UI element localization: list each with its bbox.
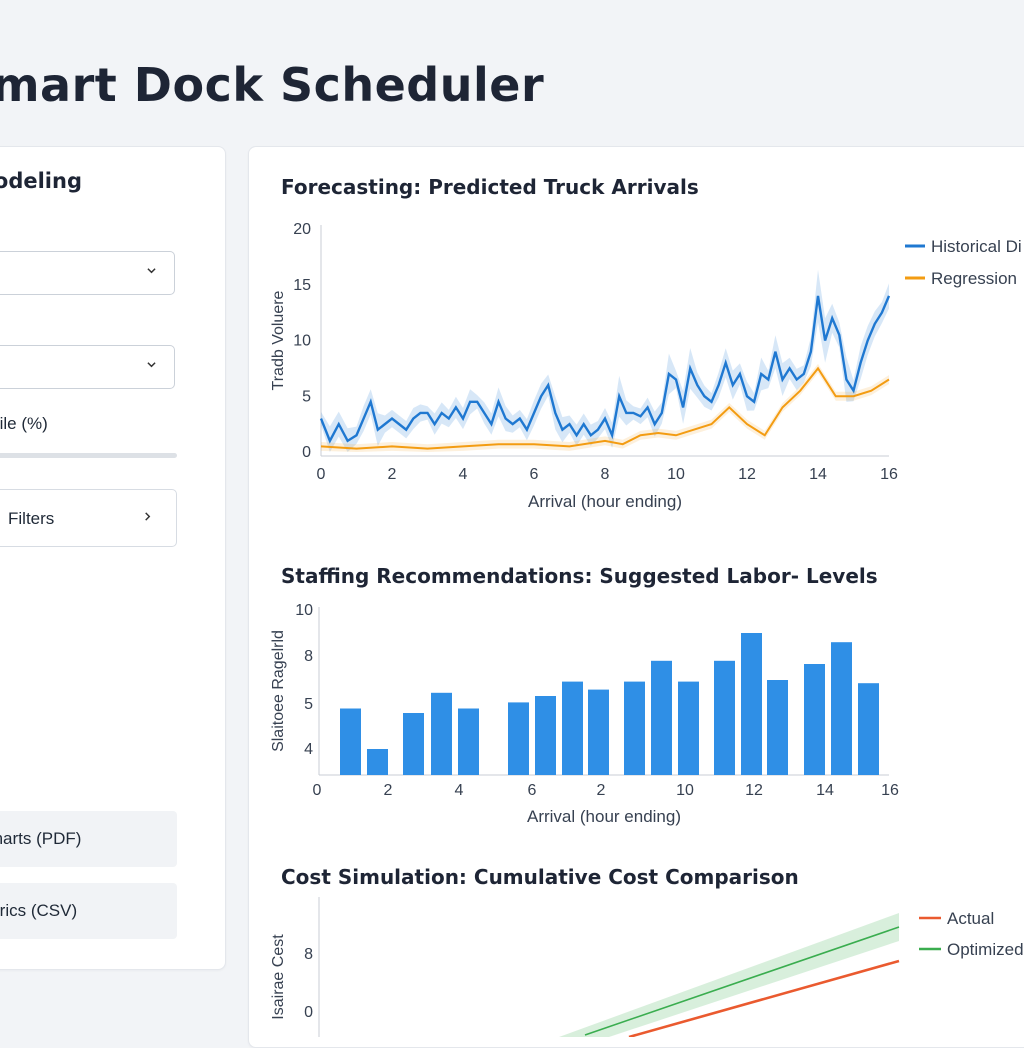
x-tick-label: 2 (388, 466, 397, 483)
staffing-bar (741, 633, 762, 775)
chevron-down-icon (147, 362, 156, 368)
staffing-bar (367, 749, 388, 775)
staffing-bar (831, 642, 852, 775)
x-axis-label: Arrival (hour ending) (528, 492, 682, 511)
x-axis-label: Arrival (hour ending) (527, 807, 681, 826)
y-tick-label: 0 (302, 444, 311, 461)
historical-confidence-band (321, 269, 889, 452)
x-tick-label: 14 (816, 782, 834, 799)
x-tick-label: 4 (455, 782, 464, 799)
x-tick-label: 10 (667, 466, 685, 483)
staffing-bar (651, 660, 672, 775)
staffing-chart: 4 5 8 10 0 2 4 6 2 10 12 14 16 Arrival (hour ending) S… (270, 602, 899, 826)
legend-label-historical: Historical Di (931, 237, 1022, 256)
optimized-series-line (584, 926, 900, 1036)
y-tick-label: 20 (293, 221, 311, 238)
staffing-bar (858, 683, 879, 775)
download-csv-button[interactable]: Download Metrics (CSV) (0, 883, 177, 939)
y-tick-label: 4 (304, 741, 313, 758)
percentile-label: Percentile (%) (0, 414, 48, 433)
method-select[interactable]: Regression (0, 345, 175, 389)
download-pdf-label: Download Charts (PDF) (0, 829, 82, 848)
optimized-confidence-band (559, 913, 899, 1037)
staffing-bar (508, 702, 529, 775)
x-tick-label: 16 (881, 782, 899, 799)
staffing-bar (458, 708, 479, 775)
download-pdf-button[interactable]: Download Charts (PDF) (0, 811, 177, 867)
x-tick-label: 14 (809, 466, 827, 483)
legend-label-regression: Regression (931, 269, 1017, 288)
regression-confidence-band (321, 363, 889, 452)
y-axis-label: Tradb Voluere (270, 290, 287, 390)
cost-chart: 8 0 Isairae Cest Actual Optimized (270, 897, 1024, 1037)
y-tick-label: 10 (295, 602, 313, 619)
filters-label: Filters (8, 509, 55, 528)
y-tick-label: 5 (304, 696, 313, 713)
y-axis-label: Slaitoee Ragelrld (270, 630, 287, 752)
staffing-bar (403, 713, 424, 775)
percentile-slider[interactable] (0, 453, 177, 458)
download-csv-label: Download Metrics (CSV) (0, 901, 78, 920)
x-tick-label: 8 (601, 466, 610, 483)
x-tick-label: 0 (317, 466, 326, 483)
chevron-down-icon (147, 268, 156, 274)
x-tick-label: 12 (745, 782, 763, 799)
y-tick-label: 10 (293, 333, 311, 350)
staffing-bar (431, 692, 452, 775)
x-tick-label: 0 (313, 782, 322, 799)
sidebar-title: Modeling (0, 169, 82, 193)
staffing-bar (678, 681, 699, 775)
sidebar-panel: Modeling Regression Percentile (%) Filte… (0, 146, 226, 970)
y-tick-label: 5 (302, 388, 311, 405)
staffing-bar (340, 708, 361, 775)
main-panel: Forecasting: Predicted Truck Arrivals 0 5… (248, 146, 1024, 1048)
legend-label-optimized: Optimized (947, 940, 1024, 959)
model-select[interactable] (0, 251, 175, 295)
x-tick-label: 10 (676, 782, 694, 799)
staffing-bar (562, 681, 583, 775)
y-tick-label: 8 (304, 946, 313, 963)
x-tick-label: 6 (528, 782, 537, 799)
staffing-bar (535, 696, 556, 775)
y-tick-label: 8 (304, 648, 313, 665)
x-tick-label: 6 (530, 466, 539, 483)
staffing-bar (714, 660, 735, 775)
staffing-bar (804, 664, 825, 775)
y-axis-label: Isairae Cest (270, 934, 287, 1020)
cost-chart-title: Cost Simulation: Cumulative Cost Compari… (281, 865, 799, 889)
staffing-chart-title: Staffing Recommendations: Suggested Labo… (281, 564, 878, 588)
legend-label-actual: Actual (947, 909, 994, 928)
app-title: Smart Dock Scheduler (0, 58, 545, 112)
historical-series-line (319, 295, 891, 444)
staffing-bar (588, 689, 609, 775)
y-tick-label: 0 (304, 1004, 313, 1021)
x-tick-label: 2 (597, 782, 606, 799)
chevron-right-icon (145, 512, 151, 521)
x-tick-label: 4 (459, 466, 468, 483)
forecast-chart-title: Forecasting: Predicted Truck Arrivals (281, 175, 699, 199)
staffing-bar (767, 680, 788, 775)
x-tick-label: 16 (880, 466, 898, 483)
staffing-bar (624, 681, 645, 775)
x-tick-label: 2 (384, 782, 393, 799)
y-tick-label: 15 (293, 277, 311, 294)
forecast-chart: 0 5 10 15 20 0 2 4 6 8 10 12 14 16 Arrival (hour endin… (270, 221, 1022, 511)
x-tick-label: 12 (738, 466, 756, 483)
filters-expander[interactable]: Filters (0, 489, 177, 547)
regression-series-line (320, 366, 890, 450)
